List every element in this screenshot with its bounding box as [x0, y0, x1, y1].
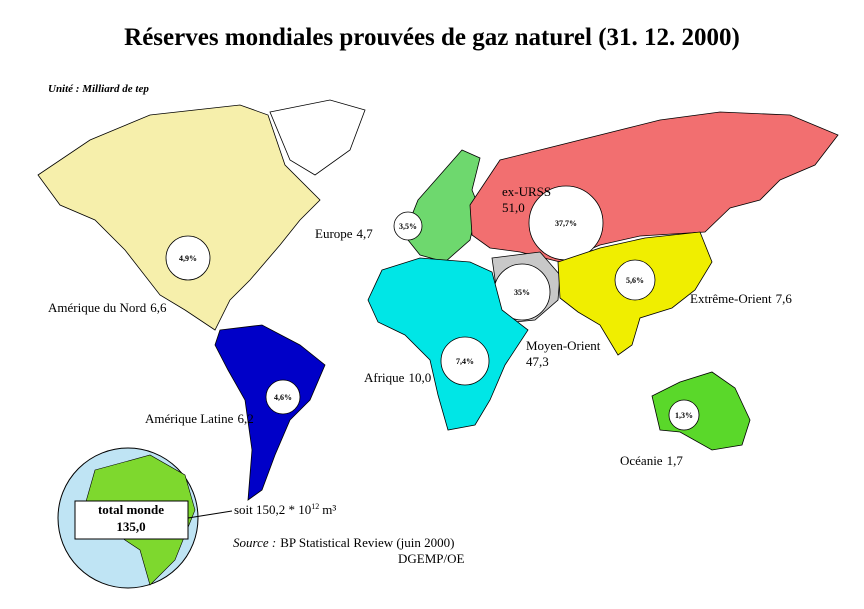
share-circle [165, 235, 211, 281]
region-name: Amérique Latine [145, 411, 234, 426]
share-label: 4,9% [179, 254, 197, 263]
region-value: 6,2 [237, 411, 253, 426]
share-label: 1,3% [675, 411, 693, 420]
region-value: 4,7 [357, 226, 374, 241]
region-label: Europe 4,7 [315, 226, 373, 241]
share-label: 37,7% [555, 219, 577, 228]
volume-unit: m³ [322, 502, 336, 517]
region-shape [214, 324, 326, 501]
region-value: 47,3 [526, 354, 549, 369]
share-circle [614, 259, 656, 301]
globe: total monde 135,0 [57, 447, 233, 589]
region-name: Amérique du Nord [48, 300, 147, 315]
source-author: DGEMP/OE [398, 551, 465, 566]
region: 1,3% Océanie 1,7 [620, 371, 751, 468]
total-box [74, 500, 189, 540]
region-label: Océanie 1,7 [620, 453, 683, 468]
exponent: 12 [311, 502, 319, 511]
share-label: 7,4% [456, 357, 474, 366]
share-label: 4,6% [274, 393, 292, 402]
source-text: BP Statistical Review (juin 2000) [280, 535, 454, 550]
region-name: Afrique [364, 370, 405, 385]
region-name: Moyen-Orient [526, 338, 601, 353]
region-value: 6,6 [150, 300, 167, 315]
region-label: Amérique du Nord 6,6 [48, 300, 167, 315]
region-shape [651, 371, 751, 451]
region-value: 7,6 [776, 291, 793, 306]
region-shape [407, 149, 481, 263]
region-name: ex-URSS [502, 184, 551, 199]
region-name: Europe [315, 226, 353, 241]
source: Source : BP Statistical Review (juin 2000… [233, 535, 454, 550]
total-label: total monde [98, 502, 164, 517]
region-value: 51,0 [502, 200, 525, 215]
region-label: Amérique Latine 6,2 [145, 411, 254, 426]
region: 5,6% Extrême-Orient 7,6 [557, 231, 792, 356]
region-name: Océanie [620, 453, 663, 468]
region-shape [37, 104, 321, 331]
share-circle [440, 336, 490, 386]
region-label: Afrique 10,0 [364, 370, 431, 385]
unit: Unité : Milliard de tep [48, 83, 149, 95]
equivalent: soit 150,2 * 10 [234, 502, 311, 517]
greenland [269, 99, 366, 176]
region-label: Extrême-Orient 7,6 [690, 291, 792, 306]
share-label: 35% [514, 288, 530, 297]
region-value: 1,7 [667, 453, 684, 468]
total-leader [187, 510, 233, 519]
region: 7,4% Afrique 10,0 [364, 257, 529, 431]
source-label: Source : [233, 535, 276, 550]
region-name: Extrême-Orient [690, 291, 772, 306]
region: 4,6% Amérique Latine 6,2 [145, 324, 326, 501]
region-value: 10,0 [408, 370, 431, 385]
region: 4,9% Amérique du Nord 6,6 [37, 104, 321, 331]
share-label: 3,5% [399, 222, 417, 231]
share-circle [265, 379, 301, 415]
share-label: 5,6% [626, 276, 644, 285]
title: Réserves mondiales prouvées de gaz natur… [124, 24, 740, 51]
total-equivalent: soit 150,2 * 1012 m³ [234, 502, 336, 517]
region: 3,5% Europe 4,7 [315, 149, 481, 263]
share-circle [668, 399, 700, 431]
total-value: 135,0 [116, 519, 145, 534]
share-circle [393, 211, 423, 241]
